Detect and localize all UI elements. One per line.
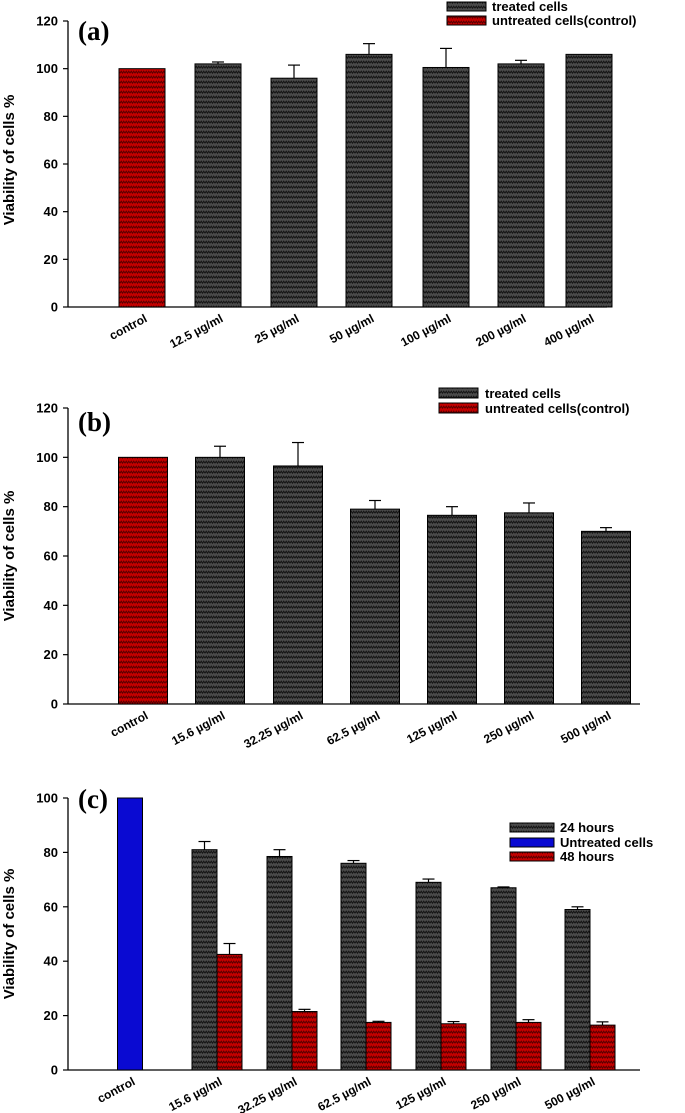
bar: [118, 68, 166, 308]
panel-label: (b): [78, 407, 111, 437]
y-tick-label: 40: [44, 598, 58, 613]
panel-label: (c): [78, 784, 108, 814]
legend-swatch-control: [438, 402, 479, 414]
bar: [118, 456, 168, 705]
x-tick-label: 125 µg/ml: [404, 708, 459, 746]
bar: [504, 512, 554, 705]
x-tick-label: 15.6 µg/ml: [169, 708, 227, 748]
bar: [365, 1021, 392, 1071]
bar: [195, 456, 245, 705]
panel-label: (a): [78, 16, 109, 46]
bar: [581, 530, 631, 705]
x-tick-label: 15.6 µg/ml: [166, 1074, 224, 1113]
y-tick-label: 60: [44, 899, 58, 914]
x-tick-label: 62.5 µg/ml: [324, 708, 382, 748]
x-tick-label: 400 µg/ml: [541, 311, 596, 349]
legend-swatch-control: [446, 15, 487, 26]
x-tick-label: 250 µg/ml: [468, 1074, 523, 1112]
bar: [273, 465, 323, 705]
y-tick-label: 80: [44, 109, 58, 124]
y-tick-label: 100: [36, 450, 58, 465]
x-tick-label: control: [107, 311, 149, 342]
legend-swatch-48h: [509, 851, 555, 862]
y-tick-label: 60: [44, 157, 58, 172]
bar: [427, 514, 477, 705]
legend-label-48h: 48 hours: [560, 849, 614, 864]
x-tick-label: 500 µg/ml: [558, 708, 613, 746]
legend-label-control: untreated cells(control): [492, 13, 636, 28]
bar: [415, 881, 442, 1071]
y-tick-label: 40: [44, 954, 58, 969]
x-tick-label: control: [95, 1074, 137, 1105]
chart-panel-a: (a) Viability of cells % 0 20 40 60 80 100 120…: [1, 0, 636, 351]
y-tick-label: 40: [44, 204, 58, 219]
bar: [422, 66, 470, 308]
bar: [194, 63, 242, 308]
y-tick-label: 0: [51, 300, 58, 315]
legend: 24 hours Untreated cells 48 hours: [509, 820, 653, 864]
y-tick-label: 120: [36, 401, 58, 416]
x-tick-label: 250 µg/ml: [481, 708, 536, 746]
y-tick-label: 20: [44, 647, 58, 662]
bar: [564, 909, 591, 1071]
x-tick-label: 62.5 µg/ml: [315, 1074, 373, 1113]
y-tick-label: 80: [44, 499, 58, 514]
bar: [490, 887, 517, 1071]
x-tick-label: control: [108, 708, 150, 739]
y-axis-title: Viability of cells %: [1, 95, 18, 226]
bar: [291, 1011, 318, 1071]
legend-label-24h: 24 hours: [560, 820, 614, 835]
bar: [515, 1021, 542, 1071]
y-tick-label: 0: [51, 1063, 58, 1078]
y-tick-label: 120: [36, 14, 58, 29]
x-tick-label: 200 µg/ml: [473, 311, 528, 349]
x-tick-label: 25 µg/ml: [252, 311, 301, 346]
bar: [350, 508, 400, 705]
x-tick-label: 500 µg/ml: [542, 1074, 597, 1112]
bar: [589, 1024, 616, 1071]
plot-area: 0 20 40 60 80 100 120 control 15.6 µg/ml 32.25 µg…: [36, 401, 640, 751]
y-tick-label: 20: [44, 1008, 58, 1023]
y-tick-label: 20: [44, 252, 58, 267]
legend-label-treated: treated cells: [485, 386, 561, 401]
legend-swatch-untreated: [509, 837, 555, 848]
legend-swatch-treated: [446, 1, 487, 12]
legend-swatch-24h: [509, 822, 555, 833]
chart-panel-b: (b) Viability of cells % 0 20 40 60 80 100 120…: [1, 386, 640, 751]
bar: [340, 862, 367, 1071]
legend-swatch-treated: [438, 387, 479, 399]
y-axis-title: Viability of cells %: [1, 491, 18, 622]
bar: [270, 77, 318, 308]
y-tick-label: 80: [44, 845, 58, 860]
x-tick-label: 12.5 µg/ml: [167, 311, 225, 351]
bar: [117, 797, 143, 1071]
y-tick-label: 60: [44, 549, 58, 564]
legend-label-control: untreated cells(control): [485, 401, 629, 416]
x-tick-label: 100 µg/ml: [398, 311, 453, 349]
bar: [345, 53, 393, 308]
x-tick-label: 32.25 µg/ml: [241, 708, 305, 751]
plot-area: 0 20 40 60 80 100 120 control 12.5 µg/ml 25 µg/ml…: [36, 14, 613, 351]
y-tick-label: 100: [36, 791, 58, 806]
bar: [266, 855, 293, 1071]
x-tick-label: 50 µg/ml: [327, 311, 376, 346]
bar: [440, 1023, 467, 1071]
bar: [216, 953, 243, 1071]
bar: [497, 63, 545, 308]
x-tick-label: 125 µg/ml: [393, 1074, 448, 1112]
legend: treated cells untreated cells(control): [446, 0, 636, 28]
legend-label-untreated: Untreated cells: [560, 835, 653, 850]
y-tick-label: 0: [51, 697, 58, 712]
legend-label-treated: treated cells: [492, 0, 568, 14]
y-tick-label: 100: [36, 61, 58, 76]
bar: [191, 849, 218, 1071]
legend: treated cells untreated cells(control): [438, 386, 629, 416]
y-axis-title: Viability of cells %: [1, 869, 18, 1000]
chart-panel-c: (c) Viability of cells % 0 20 40 60 80 100 con…: [1, 784, 653, 1113]
x-tick-label: 32.25 µg/ml: [235, 1074, 299, 1113]
bar: [565, 53, 613, 308]
